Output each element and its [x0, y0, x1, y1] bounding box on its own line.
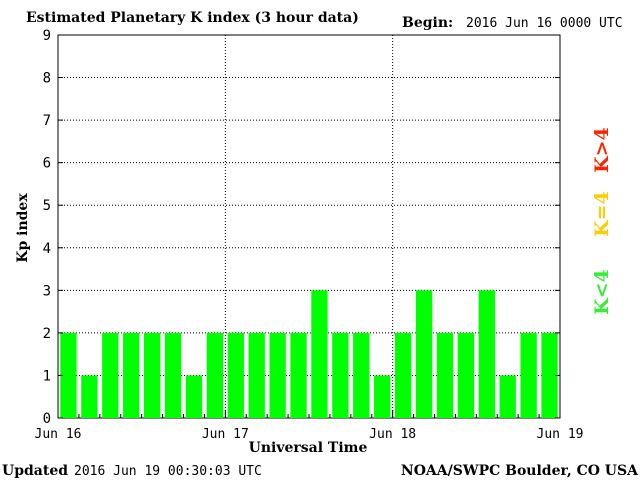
kp-bar [374, 375, 391, 418]
x-tick-label: Jun 17 [202, 427, 249, 442]
kp-bar [269, 332, 286, 418]
kp-bar [332, 332, 349, 418]
kp-bar [436, 332, 454, 418]
y-axis-label: Kp index [15, 193, 31, 263]
begin-label: Begin: [402, 15, 453, 31]
y-tick-label: 2 [43, 326, 51, 342]
kp-bar [353, 332, 370, 418]
kp-bar [311, 290, 328, 418]
kp-bar [227, 332, 244, 418]
legend-k-eq-4: K=4 [591, 191, 613, 237]
kp-bar [123, 332, 140, 418]
x-tick-label: Jun 19 [537, 427, 584, 442]
kp-bar [206, 332, 224, 418]
kp-bar [143, 332, 161, 418]
kp-bar [81, 375, 98, 418]
kp-bar [394, 332, 412, 418]
kp-bar [248, 332, 265, 418]
chart-title: Estimated Planetary K index (3 hour data… [26, 10, 359, 26]
updated-value: 2016 Jun 19 00:30:03 UTC [74, 464, 262, 479]
x-tick-label: Jun 18 [369, 427, 416, 442]
legend-k-lt-4: K<4 [591, 269, 613, 315]
x-axis: Jun 16 Jun 17 Jun 18 Jun 19 [35, 410, 584, 442]
y-tick-label: 7 [43, 113, 51, 129]
y-tick-label: 5 [43, 198, 51, 214]
kp-bar [102, 332, 119, 418]
updated-label: Updated [2, 463, 68, 479]
y-tick-label: 1 [43, 368, 51, 384]
kp-bar [478, 290, 495, 418]
kp-bar [164, 332, 182, 418]
y-tick-label: 6 [43, 156, 51, 172]
y-tick-label: 0 [43, 411, 51, 427]
kp-bar [541, 332, 558, 418]
y-tick-label: 3 [43, 283, 51, 299]
legend-k-gt-4: K>4 [591, 127, 613, 173]
y-axis: 0 1 2 3 4 5 6 7 8 9 [43, 28, 560, 427]
kp-bar [290, 332, 307, 418]
kp-bar [520, 332, 537, 418]
kp-bar [185, 375, 203, 418]
y-tick-label: 9 [43, 28, 51, 44]
kp-bar [499, 375, 516, 418]
kp-bar [457, 332, 475, 418]
credit-text: NOAA/SWPC Boulder, CO USA [401, 463, 639, 479]
x-axis-label: Universal Time [249, 440, 368, 456]
begin-value: 2016 Jun 16 0000 UTC [466, 16, 623, 31]
kp-bar [415, 290, 433, 418]
y-tick-label: 8 [43, 71, 51, 87]
plot-area [57, 34, 561, 419]
kp-bar [60, 332, 77, 418]
x-tick-label: Jun 16 [35, 427, 82, 442]
y-tick-label: 4 [43, 241, 51, 257]
legend: K<4 K=4 K>4 [591, 127, 613, 315]
